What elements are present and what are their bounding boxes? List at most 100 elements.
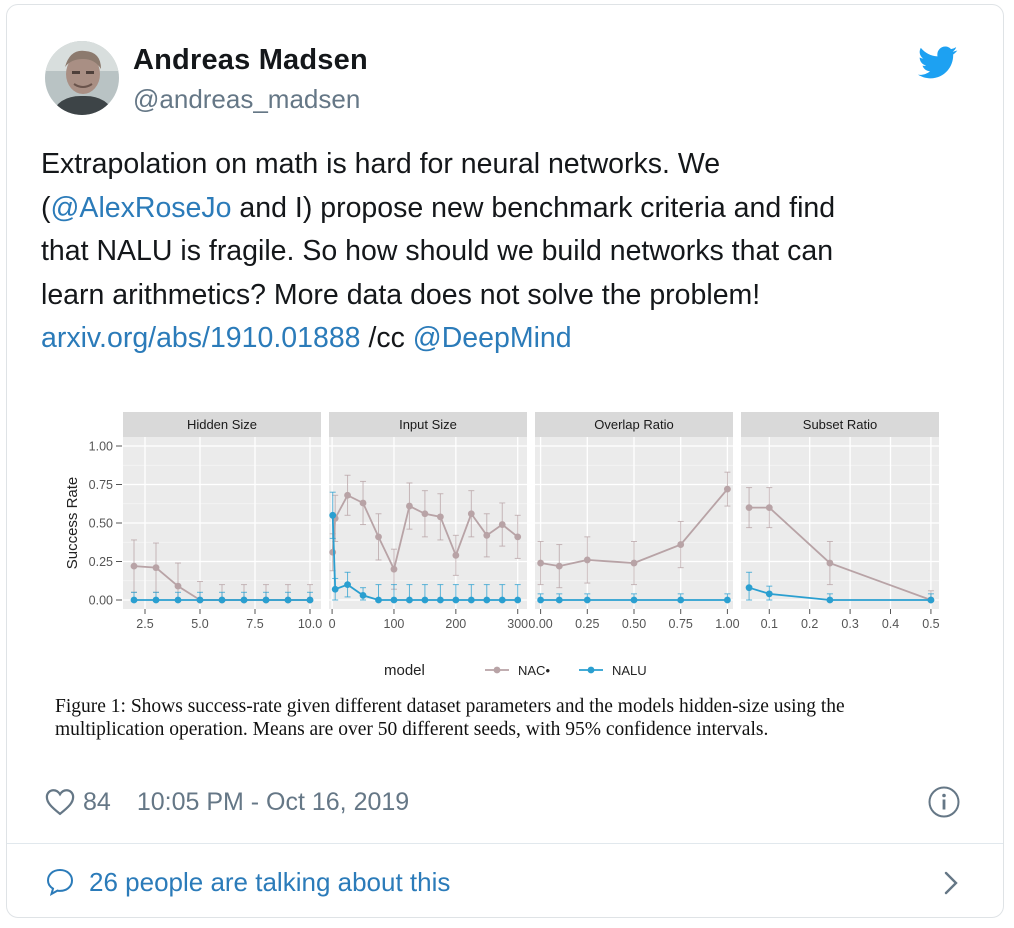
nalu-data-point (826, 596, 834, 604)
nalu-data-point (359, 591, 367, 599)
nac-data-point (375, 533, 382, 541)
nalu-data-point (306, 596, 314, 604)
facet-panel-4: Subset Ratio 0.1 0.2 0.3 0.4 0.5 (741, 412, 940, 631)
nalu-data-point (390, 596, 398, 604)
caption-line-1: Figure 1: Shows success-rate given diffe… (55, 696, 845, 717)
nalu-data-point (467, 596, 475, 604)
y-tick-label: 0.75 (89, 478, 113, 492)
mention-deepmind[interactable]: @DeepMind (412, 322, 572, 354)
nalu-data-point (927, 596, 935, 604)
author-name[interactable]: Andreas Madsen (133, 44, 368, 76)
nalu-data-point (421, 596, 429, 604)
nac-data-point (630, 559, 638, 567)
nac-data-point (467, 510, 475, 518)
nalu-data-point (723, 596, 731, 604)
x-tick-label: 0 (329, 617, 336, 631)
nac-data-point (826, 559, 834, 567)
heart-icon[interactable] (45, 788, 75, 816)
y-tick-label: 0.00 (89, 594, 113, 608)
nalu-data-point (375, 596, 382, 604)
nalu-data-point (514, 596, 522, 604)
x-tick-label: 2.5 (136, 617, 153, 631)
x-tick-label: 0.2 (801, 617, 818, 631)
x-tick-label: 300 (507, 617, 528, 631)
nac-data-point (483, 531, 491, 539)
facet-strip (741, 412, 939, 437)
nac-data-point (130, 562, 138, 570)
nalu-data-point (745, 584, 753, 592)
legend-entry: NAC• (518, 663, 550, 678)
nalu-data-point (262, 596, 270, 604)
nalu-data-point (344, 581, 351, 588)
nalu-data-point (329, 511, 337, 519)
tweet-line-4: learn arithmetics? More data does not so… (41, 278, 761, 311)
x-tick-label: 7.5 (246, 617, 263, 631)
info-icon[interactable] (927, 785, 961, 819)
conversation-link[interactable]: 26 people are talking about this (45, 860, 965, 904)
author-handle[interactable]: @andreas_madsen (133, 84, 361, 114)
nac-data-point (537, 559, 545, 567)
x-tick-label: 200 (445, 617, 466, 631)
speech-bubble-icon (46, 868, 74, 897)
nac-data-point (174, 582, 182, 590)
x-tick-label: 5.0 (191, 617, 208, 631)
nac-data-point (583, 556, 591, 564)
nac-series-line (749, 506, 932, 601)
facet-title: Overlap Ratio (594, 417, 673, 432)
tweet-line-1: Extrapolation on math is hard for neural… (41, 148, 721, 180)
tweet-line-2-rest: and I) propose new benchmark criteria an… (231, 191, 836, 224)
nac-data-point (421, 510, 429, 518)
nalu-data-point (331, 585, 339, 593)
mention-alexrosejo[interactable]: @AlexRoseJo (50, 191, 232, 224)
nac-data-point (329, 548, 337, 556)
x-tick-label: 1.00 (715, 617, 739, 631)
figure-caption: Figure 1: Shows success-rate given diffe… (55, 695, 975, 741)
legend-key-point (493, 666, 501, 674)
facet-strip (329, 412, 527, 437)
footer-divider (7, 843, 1003, 844)
talking-count: 26 people are talking about this (89, 866, 451, 897)
avatar[interactable] (45, 41, 119, 115)
nac-data-point (436, 513, 444, 521)
nalu-data-point (406, 596, 413, 604)
tweet-line-3: that NALU is fragile. So how should we b… (41, 235, 834, 267)
nalu-data-point (765, 590, 773, 598)
legend-entry: NALU (612, 663, 647, 678)
nac-data-point (152, 564, 160, 572)
twitter-bird-icon[interactable] (918, 46, 958, 80)
nalu-data-point (630, 596, 638, 604)
nalu-data-point (436, 596, 444, 604)
x-tick-label: 0.50 (622, 617, 646, 631)
x-tick-label: 100 (384, 617, 405, 631)
nac-data-point (514, 533, 522, 541)
nalu-data-point (452, 596, 460, 604)
facet-panel-2: Input Size 0 100 200 300 (329, 412, 528, 631)
nalu-data-point (583, 596, 591, 604)
nac-data-point (406, 502, 413, 510)
facet-title: Input Size (399, 417, 457, 432)
x-tick-label: 0.00 (528, 617, 552, 631)
x-tick-label: 10.0 (298, 617, 322, 631)
nalu-data-point (174, 596, 182, 604)
nalu-data-point (483, 596, 491, 604)
x-tick-label: 0.3 (841, 617, 858, 631)
nac-data-point (498, 521, 506, 528)
cc-text: /cc (360, 322, 413, 354)
arxiv-link[interactable]: arxiv.org/abs/1910.01888 (41, 322, 361, 354)
paren-open: ( (41, 191, 51, 224)
timestamp[interactable]: 10:05 PM - Oct 16, 2019 (136, 787, 410, 816)
facet-strip (123, 412, 321, 437)
x-tick-label: 0.75 (669, 617, 693, 631)
tweet-footer: 84 10:05 PM - Oct 16, 2019 (45, 784, 409, 820)
nalu-data-point (152, 596, 160, 604)
x-tick-label: 0.5 (922, 617, 939, 631)
facet-title: Subset Ratio (803, 417, 877, 432)
x-tick-label: 0.1 (761, 617, 778, 631)
like-count[interactable]: 84 (83, 787, 111, 816)
legend-title: model (384, 662, 425, 679)
nac-data-point (452, 551, 460, 559)
nalu-data-point (555, 596, 563, 604)
legend-key-point (587, 666, 595, 674)
nalu-data-point (677, 596, 685, 604)
